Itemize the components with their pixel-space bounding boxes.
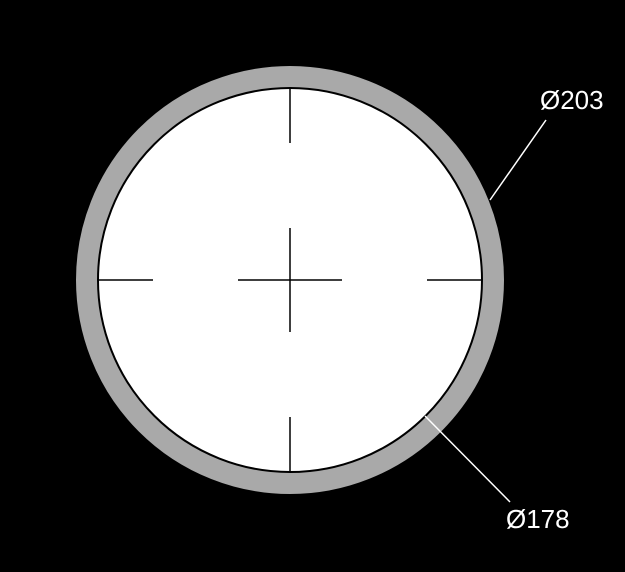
- pipe-cross-section-diagram: Ø203 Ø178: [0, 0, 625, 572]
- leader-line-inner: [425, 416, 510, 502]
- outer-diameter-dimension: Ø203: [490, 85, 604, 200]
- inner-diameter-label: Ø178: [506, 504, 570, 534]
- outer-diameter-label: Ø203: [540, 85, 604, 115]
- inner-diameter-dimension: Ø178: [425, 416, 570, 534]
- leader-line-outer: [490, 120, 546, 200]
